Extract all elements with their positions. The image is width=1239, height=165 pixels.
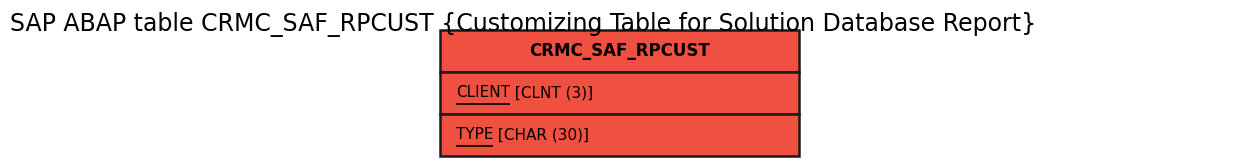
Text: SAP ABAP table CRMC_SAF_RPCUST {Customizing Table for Solution Database Report}: SAP ABAP table CRMC_SAF_RPCUST {Customiz… bbox=[10, 12, 1036, 37]
FancyBboxPatch shape bbox=[440, 114, 799, 156]
Text: CLIENT: CLIENT bbox=[456, 85, 510, 100]
FancyBboxPatch shape bbox=[440, 30, 799, 72]
Text: [CHAR (30)]: [CHAR (30)] bbox=[493, 127, 590, 142]
Text: [CLNT (3)]: [CLNT (3)] bbox=[510, 85, 593, 100]
Text: TYPE: TYPE bbox=[456, 127, 493, 142]
FancyBboxPatch shape bbox=[440, 72, 799, 114]
Text: CRMC_SAF_RPCUST: CRMC_SAF_RPCUST bbox=[529, 42, 710, 60]
